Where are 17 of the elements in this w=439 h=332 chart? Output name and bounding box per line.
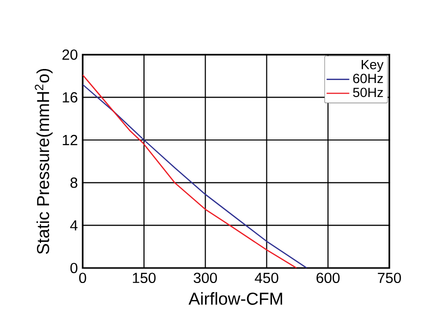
y-tick-label: 0	[70, 262, 78, 274]
y-tick-label: 12	[62, 134, 78, 146]
x-tick-label: 600	[316, 272, 340, 284]
legend-label: 60Hz	[353, 74, 383, 84]
legend-title: Key	[362, 60, 384, 72]
y-tick-label: 16	[62, 92, 78, 103]
y-tick-label: 8	[70, 178, 78, 188]
x-tick-label: 450	[254, 272, 278, 284]
y-tick-label: 4	[70, 220, 78, 230]
y-axis-title: Static Pressure(mmH$^{2}$o)	[34, 68, 53, 254]
x-tick-label: 750	[378, 272, 401, 284]
y-tick-label: 20	[62, 50, 78, 60]
x-tick-label: 300	[194, 272, 217, 284]
x-axis-title: Airflow-CFM	[188, 292, 282, 305]
legend-label: 50Hz	[353, 88, 383, 98]
x-tick-label: 0	[79, 272, 86, 284]
x-tick-label: 150	[132, 272, 156, 284]
